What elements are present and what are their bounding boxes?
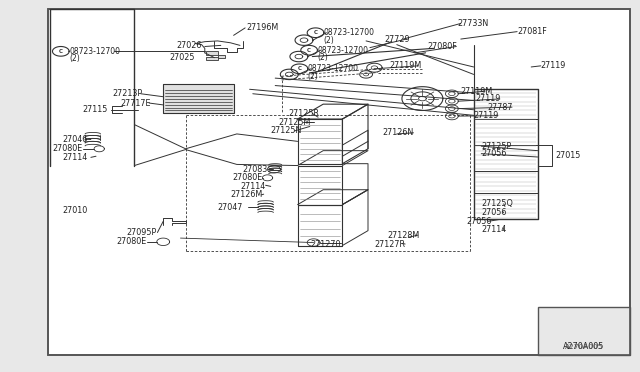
Text: 27080F: 27080F (428, 42, 457, 51)
Text: 27125Q: 27125Q (481, 199, 513, 208)
Text: 27047: 27047 (218, 203, 243, 212)
Text: 27080E: 27080E (232, 173, 262, 182)
Text: 27026: 27026 (176, 41, 202, 50)
Text: (2): (2) (324, 36, 335, 45)
Text: C: C (307, 48, 311, 53)
Text: 27080E: 27080E (52, 144, 83, 153)
Text: 27095P: 27095P (127, 228, 157, 237)
Text: 27025: 27025 (170, 53, 195, 62)
Bar (218, 55, 225, 58)
Text: 08723-12700: 08723-12700 (308, 64, 359, 73)
Text: (2): (2) (69, 54, 80, 63)
Text: 27128M: 27128M (387, 231, 419, 240)
Bar (538, 307, 630, 355)
Bar (206, 57, 218, 60)
Text: C: C (314, 30, 317, 35)
Text: 27114: 27114 (240, 182, 265, 191)
Text: 27015: 27015 (556, 151, 581, 160)
Text: 27056: 27056 (481, 208, 507, 217)
Text: 27125N: 27125N (270, 126, 301, 135)
Text: 27114: 27114 (62, 153, 87, 162)
Text: 08723-12700: 08723-12700 (324, 28, 375, 37)
Text: 27081F: 27081F (517, 27, 547, 36)
Text: 27213P: 27213P (112, 89, 142, 98)
Text: 27080E: 27080E (116, 237, 147, 246)
Text: 27083: 27083 (242, 165, 267, 174)
Text: 27126M: 27126M (230, 190, 262, 199)
Text: 27196M: 27196M (246, 23, 278, 32)
Text: 27010: 27010 (62, 206, 87, 215)
Text: (2): (2) (317, 53, 328, 62)
Text: 27115: 27115 (82, 105, 108, 114)
Bar (206, 51, 218, 55)
Text: 27127R: 27127R (374, 240, 405, 248)
Text: 27125M: 27125M (278, 118, 311, 126)
Text: 27125P: 27125P (481, 142, 511, 151)
Text: 27119M: 27119M (389, 61, 421, 70)
Text: 271270: 271270 (310, 240, 341, 248)
Text: 27119: 27119 (541, 61, 566, 70)
Text: 27125R: 27125R (288, 109, 319, 118)
Text: (2): (2) (308, 72, 319, 81)
Text: 27056: 27056 (466, 217, 492, 226)
Text: 27119: 27119 (476, 94, 501, 103)
Text: A270A005: A270A005 (563, 342, 605, 351)
Text: 27119M: 27119M (461, 87, 493, 96)
Text: C: C (59, 49, 63, 54)
Text: 08723-12700: 08723-12700 (317, 46, 369, 55)
Text: 27119: 27119 (474, 111, 499, 120)
Text: 08723-12700: 08723-12700 (69, 47, 120, 56)
Text: 27114: 27114 (481, 225, 506, 234)
Text: 27787: 27787 (488, 103, 513, 112)
Text: 27056: 27056 (481, 149, 507, 158)
Bar (163, 84, 234, 113)
Text: C: C (298, 66, 301, 71)
Text: 27733N: 27733N (458, 19, 489, 28)
Text: A270A005: A270A005 (564, 344, 603, 350)
Text: 27126N: 27126N (383, 128, 414, 137)
Text: 27729: 27729 (384, 35, 410, 44)
Text: 27046: 27046 (62, 135, 87, 144)
Text: 27717E: 27717E (120, 99, 151, 108)
